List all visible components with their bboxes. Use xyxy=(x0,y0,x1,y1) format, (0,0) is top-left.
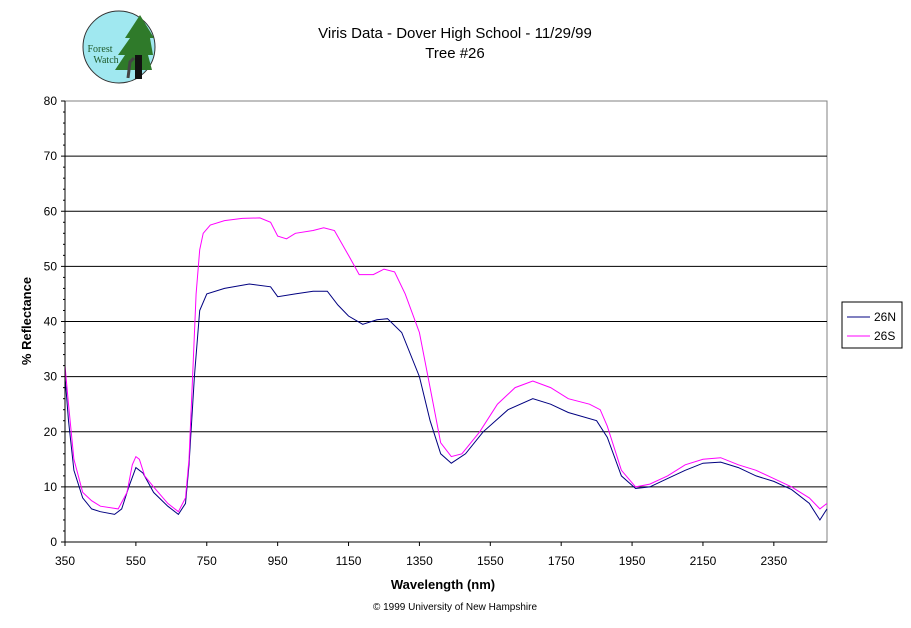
series-line-26N xyxy=(64,283,828,521)
y-tick-label: 40 xyxy=(44,315,58,329)
y-tick-label: 0 xyxy=(50,535,57,549)
x-tick-label: 1150 xyxy=(336,554,362,568)
x-tick-label: 750 xyxy=(197,554,217,568)
y-tick-label: 30 xyxy=(44,370,58,384)
x-axis-label: Wavelength (nm) xyxy=(391,577,495,592)
chart-title: Viris Data - Dover High School - 11/29/9… xyxy=(318,25,592,42)
y-tick-label: 70 xyxy=(44,149,58,163)
y-axis-label: % Reflectance xyxy=(19,277,34,365)
y-tick-label: 20 xyxy=(44,425,58,439)
legend: 26N 26S xyxy=(841,301,903,349)
x-tick-label: 2150 xyxy=(690,554,717,568)
y-tick-label: 80 xyxy=(44,94,58,108)
copyright-footer: © 1999 University of New Hampshire xyxy=(373,602,538,613)
forest-watch-logo: Forest Watch xyxy=(82,10,156,84)
svg-text:Forest: Forest xyxy=(88,44,113,55)
y-tick-label: 10 xyxy=(44,480,58,494)
chart-subtitle: Tree #26 xyxy=(425,45,484,62)
x-tick-label: 550 xyxy=(126,554,146,568)
svg-text:Watch: Watch xyxy=(93,55,118,66)
y-tick-label: 50 xyxy=(44,259,58,273)
x-tick-label: 1550 xyxy=(477,554,504,568)
series-line-26S xyxy=(64,217,828,513)
legend-label-26N: 26N xyxy=(874,310,896,324)
x-tick-label: 1750 xyxy=(548,554,575,568)
y-tick-label: 60 xyxy=(44,204,58,218)
x-tick-label: 350 xyxy=(55,554,75,568)
x-tick-label: 1350 xyxy=(406,554,433,568)
x-tick-label: 2350 xyxy=(760,554,787,568)
x-tick-label: 950 xyxy=(268,554,288,568)
x-tick-label: 1950 xyxy=(619,554,646,568)
legend-label-26S: 26S xyxy=(874,329,895,343)
